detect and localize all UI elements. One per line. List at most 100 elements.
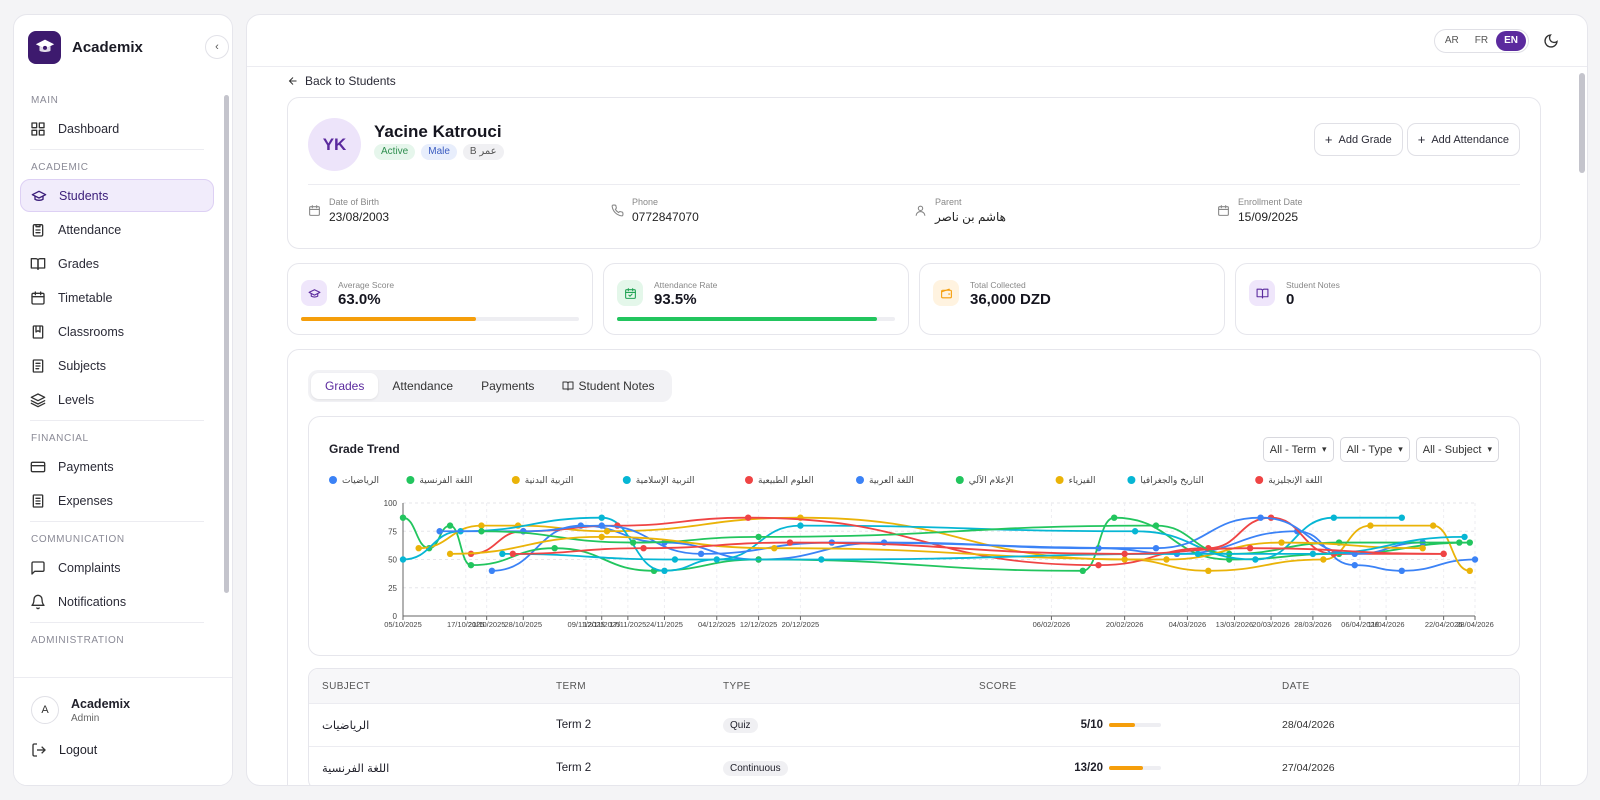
- sidebar-item-label: Notifications: [58, 594, 127, 609]
- legend-label: التربية الإسلامية: [636, 476, 695, 486]
- tab-attendance[interactable]: Attendance: [378, 373, 467, 399]
- data-point: [598, 514, 605, 521]
- filter-all-subject[interactable]: All - Subject ▾: [1415, 437, 1499, 462]
- progress-fill: [617, 317, 877, 321]
- score-bar-fill: [1109, 723, 1135, 727]
- sidebar-item-levels[interactable]: Levels: [20, 383, 214, 416]
- student-name: Yacine Katrouci: [374, 122, 502, 141]
- table-row[interactable]: الرياضيات Term 2 Quiz 5/10 28/04/2026: [309, 703, 1519, 746]
- type-badge: Continuous: [723, 761, 788, 776]
- legend-marker: [406, 476, 415, 484]
- back-to-students-link[interactable]: Back to Students: [287, 71, 1541, 91]
- layers-icon: [30, 392, 46, 407]
- column-header-term[interactable]: TERM: [556, 680, 586, 692]
- sidebar-item-notifications[interactable]: Notifications: [20, 585, 214, 618]
- score-bar-track: [1109, 766, 1161, 770]
- info-phone: Phone 0772847070: [611, 197, 914, 224]
- sidebar-item-payments[interactable]: Payments: [20, 450, 214, 483]
- data-point: [1309, 550, 1317, 558]
- column-header-type[interactable]: TYPE: [723, 680, 751, 692]
- user-icon: [915, 205, 926, 216]
- user-name: Academix: [71, 696, 131, 711]
- tab-label: Payments: [481, 379, 535, 393]
- sidebar-collapse-button[interactable]: ‹: [205, 35, 229, 59]
- data-point: [1351, 561, 1358, 569]
- language-option-en[interactable]: EN: [1496, 31, 1526, 51]
- table-row[interactable]: اللغة الفرنسية Term 2 Continuous 13/20 27/04…: [309, 746, 1519, 785]
- column-header-subject[interactable]: SUBJECT: [322, 680, 371, 692]
- chart-canvas: الرياضيات اللغة الفرنسية التربية البدنية ال…: [329, 474, 1494, 629]
- date-cell: 27/04/2026: [1282, 762, 1335, 774]
- column-header-score[interactable]: SCORE: [979, 680, 1017, 692]
- brand[interactable]: Academix: [14, 15, 232, 79]
- status-badge: Active: [374, 144, 416, 160]
- language-option-fr[interactable]: FR: [1474, 35, 1489, 46]
- tab-payments[interactable]: Payments: [467, 373, 548, 399]
- sidebar-item-grades[interactable]: Grades: [20, 247, 214, 280]
- data-point: [446, 550, 454, 558]
- data-point: [488, 567, 496, 574]
- topbar: AR FR EN: [247, 15, 1587, 67]
- data-point: [1095, 561, 1102, 569]
- book-open-icon: [30, 257, 46, 270]
- profile-actions: + Add Grade + Add Attendance: [1310, 123, 1520, 156]
- subject-cell: اللغة الفرنسية: [322, 763, 390, 775]
- score-value: 5/10: [1080, 719, 1103, 731]
- user-profile[interactable]: A Academix Admin: [14, 678, 232, 724]
- divider: [308, 184, 1520, 185]
- sidebar-item-classrooms[interactable]: Classrooms: [20, 315, 214, 348]
- tab-grades[interactable]: Grades: [311, 373, 379, 399]
- add-grade-button[interactable]: + Add Grade: [1313, 123, 1403, 156]
- score: 13/20: [979, 762, 1161, 774]
- moon-icon[interactable]: [1543, 33, 1559, 49]
- data-point: [1367, 522, 1374, 529]
- calendar-check-icon: [624, 287, 636, 299]
- sidebar-item-attendance[interactable]: Attendance: [20, 213, 214, 246]
- tab-label: Student Notes: [578, 379, 655, 393]
- brand-name: Academix: [72, 38, 143, 56]
- x-tick-label: 04/12/2025: [698, 620, 736, 629]
- sidebar-item-subjects[interactable]: Subjects: [20, 349, 214, 382]
- legend-marker: [1055, 476, 1064, 484]
- logout-button[interactable]: Logout: [14, 742, 232, 758]
- add-grade-label: Add Grade: [1338, 133, 1392, 146]
- series-line-9: [502, 536, 1465, 561]
- data-point: [786, 539, 794, 546]
- x-tick-label: 13/03/2026: [1216, 620, 1254, 629]
- tab-student-notes[interactable]: Student Notes: [548, 373, 668, 399]
- calendar-icon: [309, 205, 320, 216]
- sidebar-item-expenses[interactable]: Expenses: [20, 484, 214, 517]
- sidebar-item-label: Payments: [58, 459, 114, 474]
- sidebar-item-complaints[interactable]: Complaints: [20, 551, 214, 584]
- sidebar-item-timetable[interactable]: Timetable: [20, 281, 214, 314]
- wallet-icon: [940, 288, 952, 298]
- sidebar-scrollbar[interactable]: [224, 95, 229, 593]
- filter-all-type[interactable]: All - Type ▾: [1339, 437, 1410, 462]
- nav-section-main: MAIN: [31, 95, 59, 106]
- grade-trend-chart: Grade Trend All - Term ▾ All - Type ▾ All - …: [308, 416, 1520, 656]
- academix-logo-icon: [28, 30, 61, 64]
- nav-divider: [30, 521, 204, 522]
- filter-all-term[interactable]: All - Term ▾: [1262, 437, 1334, 462]
- sidebar-item-label: Expenses: [58, 493, 113, 508]
- language-option-ar[interactable]: AR: [1444, 35, 1459, 46]
- nav-divider: [30, 149, 204, 150]
- sidebar-item-label: Attendance: [58, 222, 122, 237]
- back-label: Back to Students: [305, 74, 396, 88]
- term-cell: Term 2: [556, 762, 592, 774]
- data-point: [629, 539, 637, 546]
- data-point: [467, 561, 475, 569]
- data-point: [1466, 567, 1473, 574]
- x-tick-label: 28/03/2026: [1294, 620, 1332, 629]
- column-header-date[interactable]: DATE: [1282, 680, 1310, 692]
- legend-marker: [622, 476, 631, 484]
- add-attendance-button[interactable]: + Add Attendance: [1406, 123, 1520, 156]
- chevron-down-icon: ▾: [1322, 444, 1327, 454]
- main-scrollbar[interactable]: [1579, 73, 1585, 173]
- sidebar-item-dashboard[interactable]: Dashboard: [20, 112, 214, 145]
- stat-label: Attendance Rate: [654, 280, 718, 290]
- legend-label: اللغة العربية: [869, 476, 914, 486]
- sidebar-item-students[interactable]: Students: [20, 179, 214, 212]
- data-point: [603, 528, 611, 535]
- sidebar: Academix MAIN Dashboard ACADEMIC Students At…: [13, 14, 233, 786]
